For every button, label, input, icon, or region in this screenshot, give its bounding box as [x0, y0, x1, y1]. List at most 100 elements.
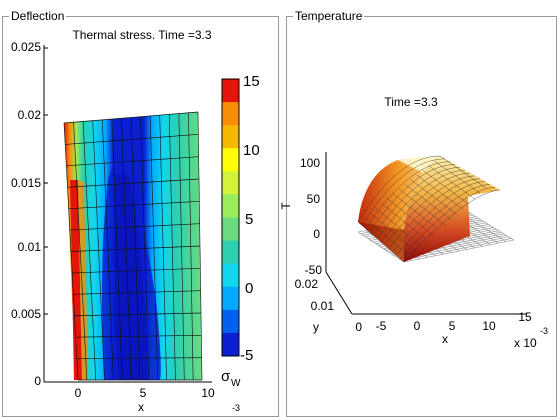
- colorbar-segment: [222, 332, 239, 357]
- surface-grid-line: [416, 174, 463, 210]
- surface-grid-line: [393, 193, 440, 231]
- x-exponent-sup: -3: [540, 326, 548, 336]
- left-plot-title: Thermal stress. Time =3.3: [72, 28, 211, 42]
- surface-grid-line: [434, 160, 481, 194]
- mesh-line: [159, 115, 167, 381]
- z-axis-label: T: [279, 202, 293, 210]
- deflection-mesh: [63, 111, 203, 381]
- y-tick-label: 0.02: [295, 277, 319, 291]
- y-tick-label: 0.005: [11, 307, 41, 321]
- surface-grid-line: [396, 184, 491, 256]
- temperature-panel: Temperature: [286, 9, 557, 417]
- surface-grid-line: [387, 198, 434, 236]
- x-tick-label: 0: [75, 386, 82, 400]
- grid-line: [401, 238, 512, 261]
- right-y-ticks: 0.02 0.01 0 y: [295, 277, 363, 334]
- surface-grid-line: [369, 212, 416, 252]
- mesh-line: [92, 120, 105, 381]
- z-tick-label: 0: [313, 227, 320, 241]
- surface-grid-line: [375, 207, 422, 247]
- y-tick-label: 0.02: [18, 108, 42, 122]
- colorbar-segment: [222, 194, 239, 218]
- x-exponent: x 10: [514, 336, 537, 350]
- mesh-line: [178, 113, 185, 381]
- right-plot-title: Time =3.3: [384, 95, 438, 109]
- y-tick-label: 0.025: [11, 40, 41, 54]
- colorbar-segment: [222, 286, 239, 311]
- colorbar-frame: [221, 78, 240, 357]
- x-tick-label: 5: [140, 386, 147, 400]
- surface-grid-line: [422, 169, 469, 205]
- colorbar-segment: [222, 217, 239, 242]
- surface-grid-line: [381, 202, 428, 242]
- x-tick-label: 10: [201, 386, 215, 400]
- colorbar-tick: 0: [245, 280, 253, 297]
- right-z-ticks: 100 50 0 -50 T: [279, 156, 322, 277]
- mesh-line: [111, 119, 123, 381]
- x-tick-label: 10: [482, 319, 496, 333]
- colorbar-tick: 5: [245, 211, 253, 228]
- colorbar-segment: [222, 148, 239, 172]
- surface-grid-line: [365, 161, 451, 229]
- y-tick-label: 0.015: [11, 176, 41, 190]
- mesh-line: [73, 122, 88, 381]
- x-axis-label: x: [442, 332, 448, 346]
- surface-grid-line: [361, 158, 446, 226]
- surface-grid-line: [357, 221, 405, 263]
- surface-grid-line: [357, 155, 441, 223]
- x-tick-label: 5: [449, 319, 456, 333]
- colorbar-ticks: 15 10 5 0 -5 σ W: [221, 73, 260, 389]
- surface-grid-line: [388, 178, 481, 249]
- stress-field: [64, 112, 202, 380]
- x-exponent: -3: [232, 403, 240, 413]
- surface-grid-line: [363, 217, 410, 257]
- y-tick-label: 0.01: [18, 240, 42, 254]
- surface-grid-line: [392, 181, 486, 253]
- left-y-ticks: 0.025 0.02 0.015 0.01 0.005 0: [11, 40, 48, 388]
- deflection-panel: Deflection: [2, 9, 279, 417]
- x-tick-label: 15: [518, 310, 532, 324]
- mesh-line: [82, 121, 97, 381]
- mesh-line: [101, 119, 114, 381]
- temperature-panel-title: Temperature: [293, 9, 365, 23]
- mesh-line: [140, 116, 150, 381]
- z-tick-label: -50: [305, 263, 323, 277]
- surface-grid-line: [373, 167, 461, 236]
- surface-grid-line: [404, 184, 451, 220]
- colorbar: [221, 78, 240, 357]
- surface-grid-line: [428, 165, 475, 199]
- surface-grid-line: [403, 189, 501, 263]
- surface-grid-line: [439, 155, 487, 189]
- surface-grid-line: [400, 186, 496, 259]
- mesh-line: [121, 118, 132, 381]
- colorbar-segment: [222, 240, 239, 265]
- surface-grid-line: [380, 172, 471, 243]
- surface-grid-line: [410, 179, 457, 215]
- left-axes: [43, 45, 212, 383]
- mesh-line: [197, 111, 203, 381]
- y-axis-label: y: [313, 320, 319, 334]
- colorbar-label-sub: W: [231, 378, 241, 389]
- surface-grid-line: [377, 169, 466, 239]
- x-tick-label: 0: [414, 319, 421, 333]
- colorbar-segment: [222, 79, 239, 103]
- x-tick-label: -5: [376, 319, 387, 333]
- colorbar-segment: [222, 125, 239, 149]
- y-tick-label: 0: [355, 320, 362, 334]
- y-tick-label: 0: [34, 374, 41, 388]
- colorbar-label: σ: [221, 368, 231, 385]
- mesh-line: [130, 117, 141, 381]
- colorbar-segment: [222, 309, 239, 334]
- colorbar-tick: 10: [243, 142, 260, 159]
- deflection-panel-title: Deflection: [9, 9, 67, 23]
- mesh-line: [63, 122, 79, 381]
- colorbar-segment: [222, 263, 239, 288]
- left-x-ticks: 0 5 10 x -3: [75, 386, 240, 414]
- z-tick-label: 50: [307, 192, 321, 206]
- surface-grid-line: [398, 188, 446, 226]
- mesh-line: [168, 114, 176, 381]
- colorbar-segment: [222, 102, 239, 126]
- y-tick-label: 0.01: [311, 299, 335, 313]
- right-axes: [325, 152, 526, 315]
